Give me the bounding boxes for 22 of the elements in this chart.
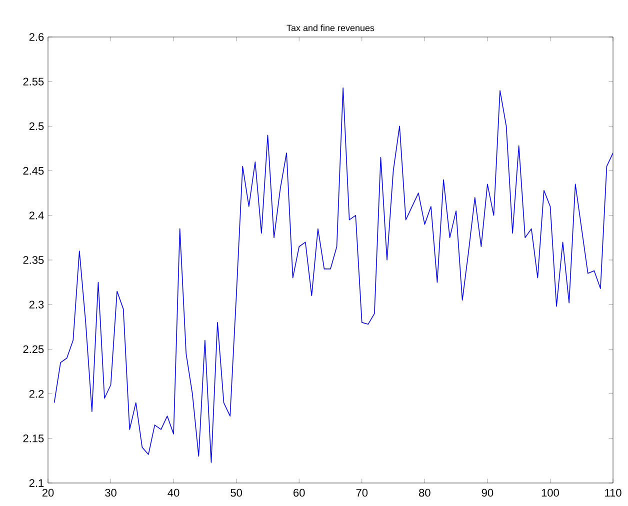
y-tick-label: 2.2 xyxy=(29,390,44,398)
y-tick-label: 2.3 xyxy=(29,300,44,308)
y-tick-label: 2.25 xyxy=(23,345,44,354)
x-tick-label: 110 xyxy=(605,488,622,497)
y-tick-label: 2.35 xyxy=(23,256,44,264)
y-tick-label: 2.15 xyxy=(23,434,44,442)
x-tick-label: 50 xyxy=(230,488,242,497)
y-tick-label: 2.1 xyxy=(29,479,44,487)
y-tick-label: 2.6 xyxy=(29,33,44,41)
x-tick-label: 80 xyxy=(419,488,430,497)
y-tick-label: 2.55 xyxy=(23,78,44,86)
y-tick-label: 2.4 xyxy=(29,212,44,220)
y-tick-label: 2.5 xyxy=(29,122,44,130)
x-tick-label: 30 xyxy=(105,488,116,497)
x-tick-label: 40 xyxy=(168,488,180,497)
y-tick-label: 2.45 xyxy=(23,166,44,175)
x-tick-label: 90 xyxy=(482,488,494,497)
x-tick-label: 60 xyxy=(294,488,305,497)
x-tick-label: 20 xyxy=(42,488,54,497)
x-tick-label: 100 xyxy=(542,488,559,497)
chart-title: Tax and fine revenues xyxy=(286,24,374,32)
x-tick-label: 70 xyxy=(356,488,368,497)
